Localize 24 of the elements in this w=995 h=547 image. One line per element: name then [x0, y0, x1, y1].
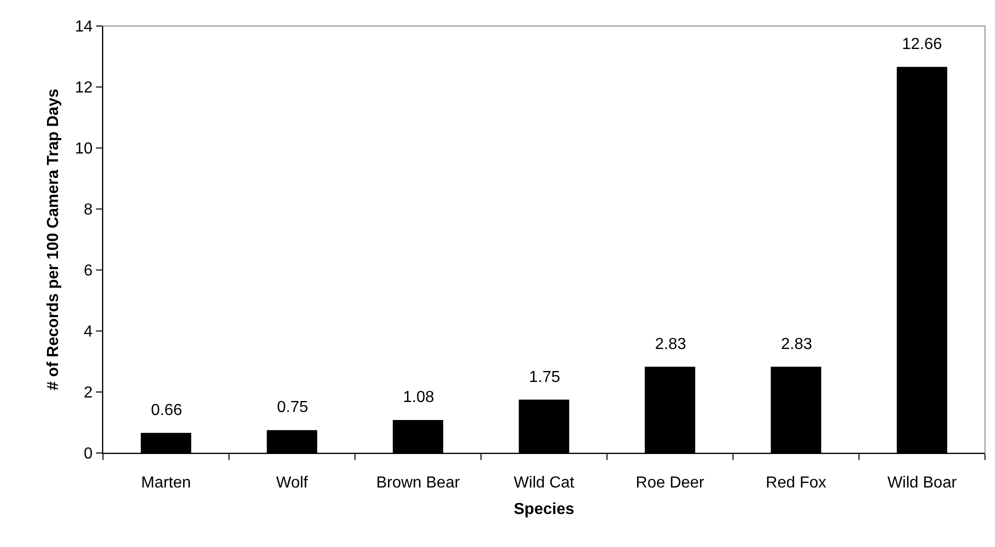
y-axis-title: # of Records per 100 Camera Trap Days — [44, 88, 62, 390]
data-label: 1.75 — [529, 369, 560, 386]
y-tick-label: 4 — [84, 324, 93, 341]
y-tick-label: 14 — [74, 18, 93, 36]
y-tick-label: 8 — [84, 202, 93, 219]
x-tick-label: Roe Deer — [636, 474, 705, 492]
y-tick-label: 10 — [74, 140, 93, 158]
x-tick-label: Marten — [141, 474, 191, 492]
y-tick-label: 2 — [84, 384, 93, 402]
data-label: 12.66 — [902, 36, 942, 53]
y-tick-label: 6 — [84, 262, 93, 280]
x-tick-label: Wild Cat — [514, 474, 575, 492]
x-tick-label: Wolf — [276, 474, 308, 492]
x-tick-label: Wild Boar — [887, 474, 958, 492]
data-label: 0.66 — [151, 402, 182, 419]
y-tick-label: 12 — [74, 80, 93, 97]
x-tick-label: Brown Bear — [376, 474, 460, 492]
y-tick-label: 0 — [84, 446, 93, 463]
x-axis-title: Species — [514, 501, 574, 518]
x-tick-label: Red Fox — [766, 474, 826, 492]
data-label: 2.83 — [655, 336, 686, 353]
data-label: 0.75 — [277, 399, 308, 416]
data-label: 2.83 — [781, 336, 812, 353]
data-label: 1.08 — [403, 389, 434, 406]
